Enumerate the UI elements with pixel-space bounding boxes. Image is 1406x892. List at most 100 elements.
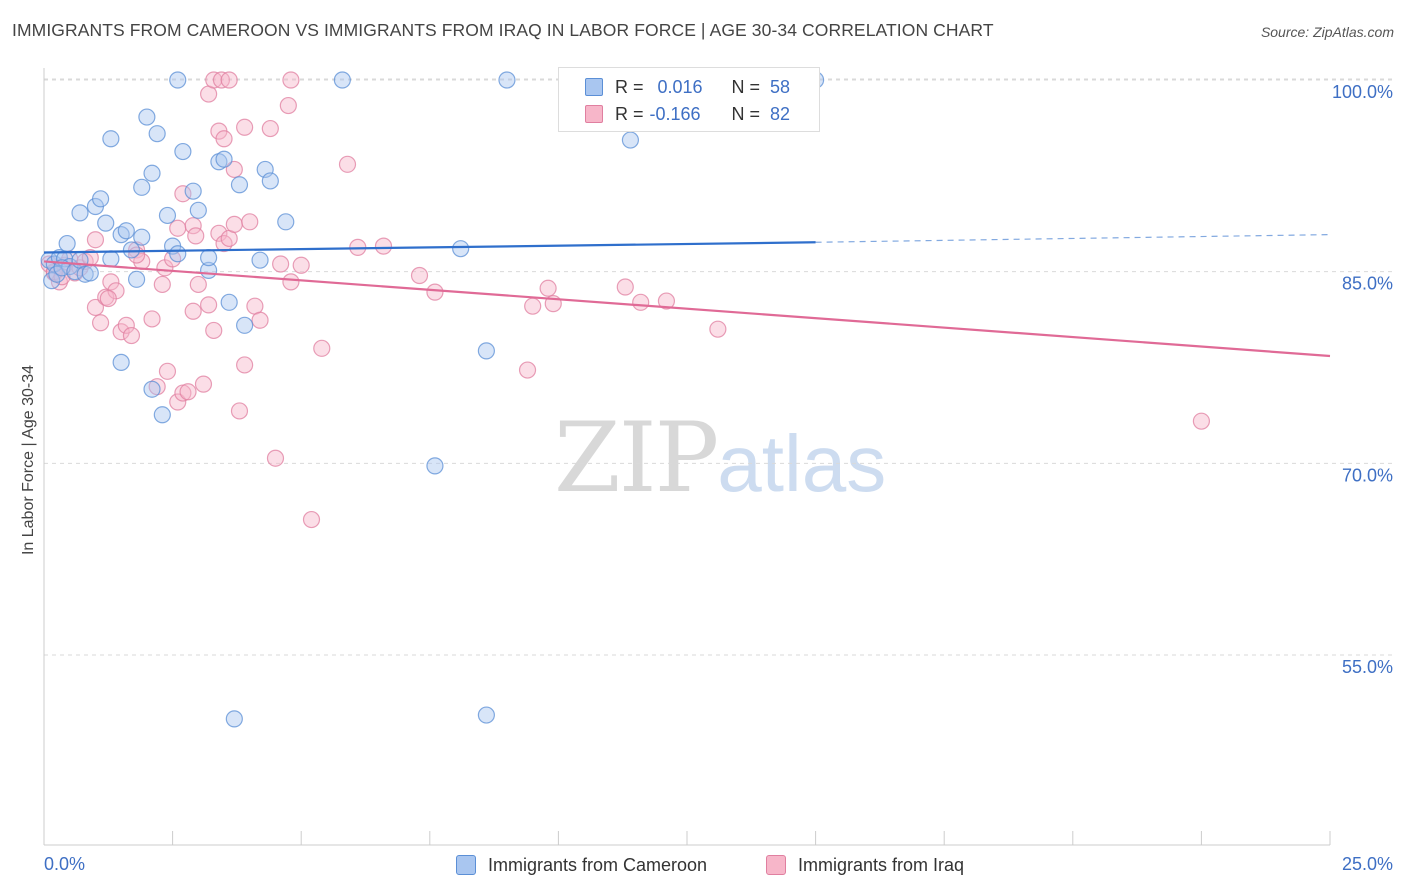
trend-line-cameroon [43, 241, 816, 254]
point-cameroon [261, 172, 279, 190]
r-value: 0.016 [657, 76, 703, 97]
point-cameroon [184, 182, 202, 200]
point-cameroon [143, 380, 161, 398]
point-iraq [189, 275, 207, 294]
point-iraq [261, 119, 279, 138]
point-iraq [122, 326, 141, 345]
point-iraq [200, 296, 218, 314]
point-iraq [86, 298, 105, 317]
point-cameroon [81, 264, 99, 282]
point-iraq [153, 275, 171, 294]
n-value: 82 [770, 103, 791, 124]
r-label: R = [615, 76, 644, 97]
point-iraq [143, 310, 161, 328]
point-cameroon [277, 213, 295, 231]
r-label: R = [615, 103, 644, 124]
y-tick-label: 55.0% [1342, 657, 1393, 677]
point-cameroon [102, 130, 120, 148]
n-label: N = [731, 76, 761, 97]
point-cameroon [71, 204, 89, 222]
point-iraq [117, 316, 135, 334]
point-iraq [272, 255, 290, 273]
trend-line-extension-cameroon [815, 234, 1331, 243]
stats-row-iraq: R = -0.166 N = 82 [585, 103, 790, 125]
point-cameroon [333, 71, 351, 89]
point-iraq [86, 231, 105, 249]
n-value: 58 [770, 76, 791, 97]
point-cameroon [477, 706, 495, 724]
point-cameroon [189, 201, 207, 219]
point-cameroon [251, 251, 269, 269]
legend-swatch-iraq [585, 105, 603, 123]
point-iraq [302, 510, 321, 529]
point-iraq [282, 71, 300, 89]
point-cameroon [102, 250, 120, 268]
point-cameroon [220, 293, 238, 311]
point-iraq [1192, 412, 1211, 430]
point-cameroon [148, 125, 166, 143]
point-cameroon [91, 190, 110, 208]
point-iraq [187, 227, 205, 245]
point-cameroon [117, 222, 135, 240]
point-cameroon [122, 241, 141, 259]
point-cameroon [97, 214, 115, 232]
x-tick-label: 0.0% [44, 854, 85, 874]
point-iraq [313, 339, 331, 357]
point-iraq [179, 383, 197, 401]
point-iraq [215, 130, 233, 148]
point-iraq [539, 279, 557, 297]
legend-swatch-cameroon [585, 78, 603, 96]
point-iraq [266, 449, 285, 467]
point-iraq [426, 283, 444, 301]
point-iraq [102, 273, 120, 291]
point-cameroon [158, 206, 177, 225]
stats-legend: R = 0.016 N = 58 R = -0.166 N = 82 [558, 67, 820, 132]
point-iraq [184, 302, 202, 320]
point-iraq [236, 356, 254, 374]
point-cameroon [153, 406, 171, 424]
point-iraq [205, 321, 223, 340]
point-iraq [210, 224, 228, 242]
legend-item-cameroon[interactable]: Immigrants from Cameroon [456, 853, 707, 877]
point-iraq [282, 273, 300, 291]
point-iraq [616, 278, 634, 296]
point-iraq [241, 213, 259, 231]
point-cameroon [498, 71, 516, 89]
point-cameroon [452, 240, 470, 258]
point-iraq [215, 234, 233, 253]
point-iraq [169, 393, 187, 411]
point-iraq [374, 237, 393, 255]
legend-label-iraq: Immigrants from Iraq [798, 854, 965, 875]
point-iraq [194, 375, 213, 393]
point-cameroon [169, 245, 187, 263]
point-iraq [292, 256, 310, 274]
point-iraq [632, 293, 650, 311]
legend-item-iraq[interactable]: Immigrants from Iraq [766, 853, 964, 877]
point-cameroon [174, 142, 192, 161]
legend-swatch-iraq [766, 855, 786, 875]
x-tick-label: 25.0% [1342, 854, 1393, 874]
point-cameroon [127, 270, 146, 288]
legend-label-cameroon: Immigrants from Cameroon [488, 854, 708, 875]
point-cameroon [58, 234, 76, 253]
stats-row-cameroon: R = 0.016 N = 58 [585, 76, 790, 98]
point-iraq [236, 118, 254, 136]
point-cameroon [426, 457, 444, 475]
point-iraq [230, 402, 249, 420]
point-iraq [410, 266, 429, 285]
point-cameroon [200, 249, 218, 267]
point-cameroon [230, 176, 249, 194]
source-credit: Source: ZipAtlas.com [1260, 24, 1394, 40]
point-iraq [524, 297, 542, 315]
point-cameroon [138, 108, 156, 126]
point-iraq [279, 96, 297, 115]
point-cameroon [215, 150, 233, 168]
y-tick-label: 100.0% [1332, 82, 1393, 102]
point-cameroon [225, 710, 243, 728]
point-iraq [184, 217, 202, 235]
watermark-atlas: atlas [717, 419, 887, 508]
point-cameroon [133, 178, 151, 196]
point-iraq [225, 160, 243, 179]
point-iraq [338, 155, 357, 173]
